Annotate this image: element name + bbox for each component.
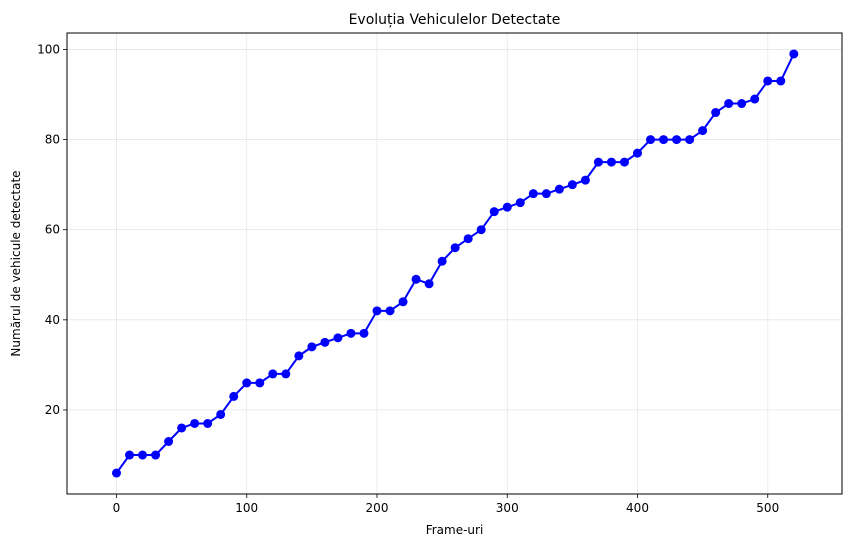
data-point: [750, 94, 760, 104]
x-tick-label: 0: [113, 501, 121, 515]
data-point: [541, 189, 551, 199]
data-point: [476, 225, 486, 235]
data-point: [606, 157, 616, 167]
x-axis-label: Frame-uri: [426, 523, 484, 537]
data-point: [659, 135, 669, 145]
data-point: [450, 243, 460, 253]
data-point: [177, 423, 187, 433]
y-tick-label: 60: [45, 223, 60, 237]
data-point: [633, 148, 643, 158]
data-point: [333, 333, 343, 343]
series-layer: [111, 49, 799, 478]
data-point: [346, 328, 356, 338]
data-point: [398, 297, 408, 307]
data-point: [580, 175, 590, 185]
data-point: [216, 409, 226, 419]
data-point: [281, 369, 291, 379]
data-point: [593, 157, 603, 167]
y-tick-label: 100: [37, 42, 60, 56]
data-point: [294, 351, 304, 361]
data-point: [125, 450, 135, 460]
data-point: [111, 468, 121, 478]
grid: [67, 33, 842, 494]
data-point: [151, 450, 161, 460]
data-point: [307, 342, 317, 352]
data-point: [554, 184, 564, 194]
x-tick-label: 100: [235, 501, 258, 515]
data-point: [268, 369, 278, 379]
data-point: [411, 274, 421, 284]
data-point: [515, 198, 525, 208]
y-tick-label: 20: [45, 403, 60, 417]
data-point: [372, 306, 382, 316]
data-point: [229, 391, 239, 401]
plot-frame: [66, 32, 843, 495]
data-point: [164, 437, 174, 447]
data-point: [724, 99, 734, 109]
data-point: [203, 418, 213, 428]
data-point: [424, 279, 434, 289]
x-tick-label: 400: [626, 501, 649, 515]
axis-ticks: 0 100 200 300 400 500 20 40 60 80 100: [37, 42, 779, 515]
data-point: [190, 418, 200, 428]
data-point: [776, 76, 786, 86]
data-point: [437, 256, 447, 266]
data-point: [502, 202, 512, 212]
data-point: [619, 157, 629, 167]
data-point: [255, 378, 265, 388]
chart-title: Evoluția Vehiculelor Detectate: [349, 12, 561, 28]
data-point: [385, 306, 395, 316]
data-point: [359, 328, 369, 338]
data-point: [789, 49, 799, 59]
data-point: [138, 450, 148, 460]
data-point: [489, 207, 499, 217]
x-tick-label: 300: [496, 501, 519, 515]
data-point: [463, 234, 473, 244]
y-tick-label: 80: [45, 133, 60, 147]
y-axis-label: Numărul de vehicule detectate: [9, 170, 23, 356]
data-point: [567, 180, 577, 190]
data-point: [242, 378, 252, 388]
x-tick-label: 500: [756, 501, 779, 515]
data-point: [646, 135, 656, 145]
data-point: [528, 189, 538, 199]
data-point: [685, 135, 695, 145]
data-point: [711, 108, 721, 118]
x-tick-label: 200: [366, 501, 389, 515]
y-tick-label: 40: [45, 313, 60, 327]
data-point: [320, 337, 330, 347]
data-point: [698, 126, 708, 136]
data-point: [737, 99, 747, 109]
data-point: [672, 135, 682, 145]
data-point: [763, 76, 773, 86]
